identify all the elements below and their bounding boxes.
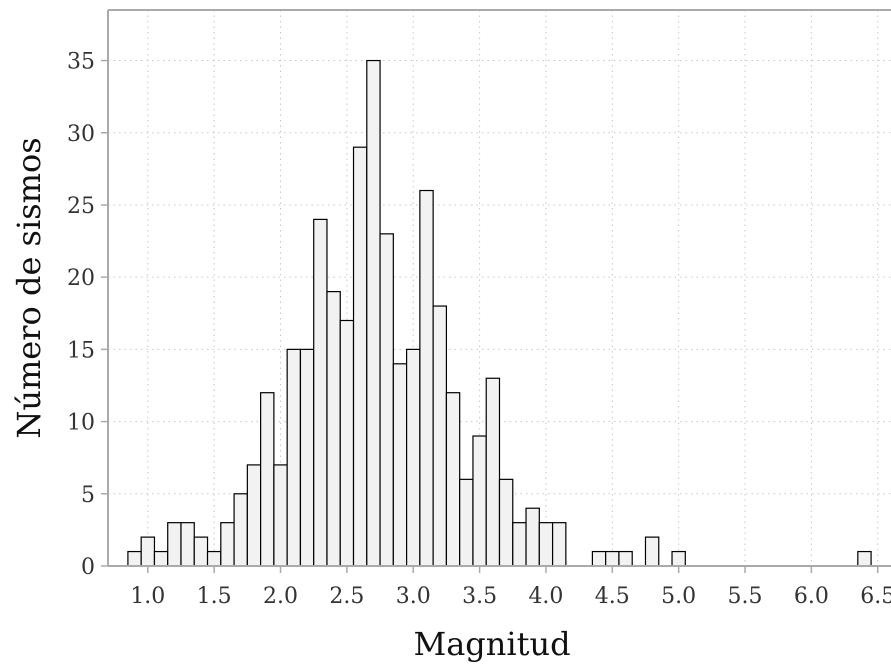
histogram-bar	[326, 291, 341, 567]
histogram-bar	[299, 348, 315, 567]
histogram-bar	[459, 478, 474, 567]
histogram-bar	[260, 392, 275, 567]
y-tick-label: 20	[67, 266, 95, 291]
histogram-bar	[153, 550, 169, 567]
histogram-bar	[618, 550, 633, 567]
histogram-bar	[233, 493, 248, 567]
x-tick-label: 3.0	[396, 584, 431, 609]
histogram-bar	[485, 377, 501, 567]
histogram-bar	[220, 522, 235, 567]
histogram-bar	[419, 189, 434, 567]
histogram-bar	[671, 550, 686, 567]
histogram-bar	[538, 522, 554, 567]
histogram-bar	[591, 550, 607, 567]
histogram-bar	[339, 319, 355, 567]
histogram-bar	[286, 348, 302, 567]
y-tick-label: 0	[81, 555, 95, 580]
x-axis-ticks: 1.0 1.5 2.0 2.5 3.0 3.5 4.0 4.5 5.0 5.5 6.0 6.5	[130, 566, 891, 609]
histogram-bar	[366, 59, 381, 567]
histogram-bar	[352, 146, 368, 567]
x-axis-label: Magnitud	[413, 625, 570, 663]
y-axis-ticks: 0 5 10 15 20 25 30 35	[67, 50, 108, 580]
histogram-bar	[551, 522, 567, 567]
histogram-bar	[392, 363, 408, 567]
histogram-bar	[512, 522, 527, 567]
y-tick-label: 25	[67, 194, 95, 219]
histogram-bar	[644, 536, 660, 567]
histogram-bar	[498, 478, 514, 567]
y-tick-label: 5	[81, 483, 95, 508]
histogram-bar	[379, 233, 394, 567]
x-tick-label: 5.5	[728, 584, 763, 609]
histogram-bar	[605, 550, 620, 567]
histogram-bar	[193, 536, 209, 567]
histogram-bar	[432, 305, 448, 567]
histogram-bar	[127, 550, 142, 567]
x-tick-label: 1.5	[197, 584, 232, 609]
histogram-bar	[273, 464, 288, 567]
histogram-bar	[472, 435, 487, 567]
y-axis-label: Número de sismos	[10, 137, 48, 438]
y-tick-label: 15	[67, 338, 95, 363]
histogram-bar	[445, 392, 461, 567]
histogram-bar	[206, 550, 222, 567]
x-tick-label: 6.0	[794, 584, 829, 609]
histogram-bars	[127, 59, 872, 567]
x-tick-label: 3.5	[462, 584, 497, 609]
x-tick-label: 2.0	[263, 584, 298, 609]
histogram-bar	[167, 522, 182, 567]
x-tick-label: 4.0	[528, 584, 563, 609]
x-tick-label: 2.5	[329, 584, 364, 609]
x-tick-label: 6.5	[860, 584, 891, 609]
histogram-bar	[180, 522, 195, 567]
histogram-bar	[246, 464, 262, 567]
histogram-bar	[406, 348, 421, 567]
y-tick-label: 10	[67, 411, 95, 436]
histogram-bar	[140, 536, 156, 567]
histogram-bar	[857, 550, 872, 567]
histogram-bar	[313, 218, 328, 567]
x-tick-label: 1.0	[130, 584, 165, 609]
y-tick-label: 30	[67, 122, 95, 147]
y-tick-label: 35	[67, 50, 95, 75]
x-tick-label: 5.0	[661, 584, 696, 609]
x-tick-label: 4.5	[595, 584, 630, 609]
histogram-bar	[525, 507, 540, 567]
